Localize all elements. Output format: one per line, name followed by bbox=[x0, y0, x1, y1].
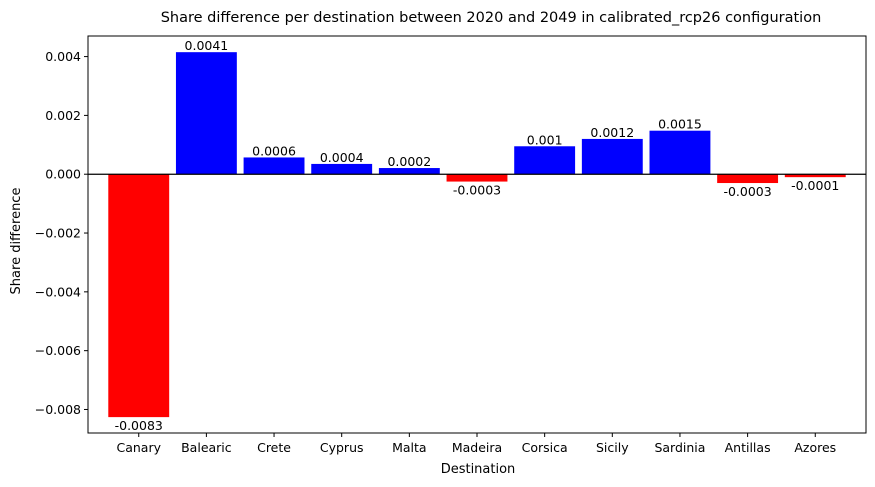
x-tick-label: Sicily bbox=[596, 440, 629, 455]
data-label: 0.001 bbox=[527, 132, 563, 147]
data-label: -0.0083 bbox=[115, 418, 163, 433]
data-label: 0.0041 bbox=[185, 38, 229, 53]
y-tick-label: −0.004 bbox=[35, 284, 81, 299]
x-tick-label: Canary bbox=[116, 440, 161, 455]
x-tick-label: Balearic bbox=[181, 440, 232, 455]
x-tick-label: Corsica bbox=[522, 440, 568, 455]
bars bbox=[108, 52, 846, 418]
x-tick-label: Malta bbox=[392, 440, 426, 455]
bar-corsica bbox=[514, 146, 576, 175]
y-tick-label: −0.006 bbox=[35, 343, 81, 358]
y-axis: 0.004 0.002 0.000 −0.002 −0.004 −0.006 −0.008 bbox=[35, 49, 88, 417]
data-label: 0.0006 bbox=[252, 143, 296, 158]
bar-sicily bbox=[581, 138, 643, 175]
x-axis: Canary Balearic Crete Cyprus Malta Madeira Cor… bbox=[116, 433, 836, 455]
y-tick-label: 0.000 bbox=[45, 167, 81, 182]
bar-malta bbox=[378, 168, 440, 175]
data-labels: -0.0083 0.0041 0.0006 0.0004 0.0002 -0.0003 0.… bbox=[115, 38, 840, 433]
data-label: -0.0001 bbox=[791, 178, 839, 193]
data-label: 0.0002 bbox=[387, 154, 431, 169]
y-tick-label: −0.002 bbox=[35, 226, 81, 241]
bar-crete bbox=[243, 157, 305, 175]
y-tick-label: 0.004 bbox=[45, 49, 81, 64]
x-tick-label: Cyprus bbox=[320, 440, 364, 455]
x-tick-label: Azores bbox=[794, 440, 836, 455]
x-axis-label: Destination bbox=[441, 462, 516, 477]
bar-sardinia bbox=[649, 130, 711, 175]
x-tick-label: Antillas bbox=[725, 440, 771, 455]
bar-azores bbox=[784, 174, 846, 178]
y-tick-label: −0.008 bbox=[35, 402, 81, 417]
x-tick-label: Crete bbox=[257, 440, 291, 455]
data-label: 0.0004 bbox=[320, 150, 364, 165]
data-label: -0.0003 bbox=[453, 183, 501, 198]
y-axis-label: Share difference bbox=[9, 188, 24, 295]
chart-title: Share difference per destination between… bbox=[161, 10, 822, 26]
data-label: -0.0003 bbox=[723, 184, 771, 199]
bar-canary bbox=[108, 174, 170, 418]
plot-frame bbox=[87, 35, 867, 434]
bar-cyprus bbox=[311, 163, 373, 175]
bar-balearic bbox=[175, 52, 237, 175]
data-label: 0.0012 bbox=[590, 125, 634, 140]
x-tick-label: Sardinia bbox=[654, 440, 705, 455]
x-tick-label: Madeira bbox=[452, 440, 502, 455]
y-tick-label: 0.002 bbox=[45, 108, 81, 123]
bar-antillas bbox=[717, 174, 779, 184]
data-label: 0.0015 bbox=[658, 117, 702, 132]
bar-madeira bbox=[446, 174, 508, 182]
